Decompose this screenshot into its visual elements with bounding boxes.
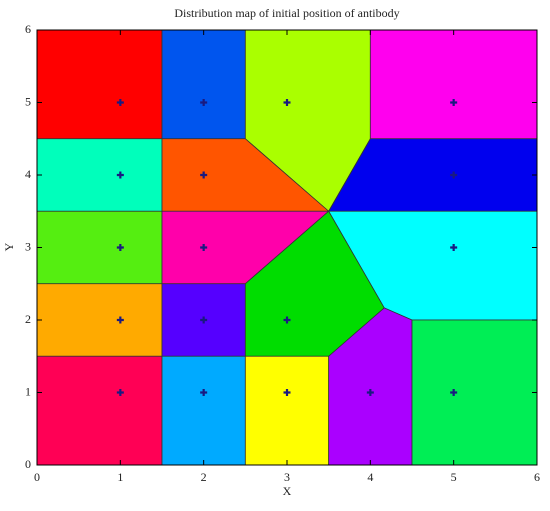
point	[450, 99, 458, 106]
x-tick-label: 3	[284, 470, 290, 484]
region	[161, 29, 246, 140]
point	[116, 99, 124, 106]
y-tick-label: 3	[25, 239, 31, 253]
region	[369, 29, 538, 140]
region	[244, 355, 330, 466]
x-tick-label: 5	[451, 470, 457, 484]
point	[283, 99, 291, 106]
region	[36, 283, 163, 357]
y-tick-label: 6	[25, 22, 31, 36]
region	[411, 319, 538, 466]
y-tick-label: 5	[25, 94, 31, 108]
y-tick-label: 2	[25, 312, 31, 326]
point	[200, 389, 208, 396]
point	[200, 244, 208, 251]
x-tick-label: 2	[201, 470, 207, 484]
point	[283, 316, 291, 324]
region	[36, 29, 163, 140]
point	[366, 389, 374, 396]
x-tick-label: 1	[117, 470, 123, 484]
region	[36, 355, 163, 466]
point	[450, 171, 458, 179]
point	[200, 316, 208, 324]
y-tick-label: 0	[25, 457, 31, 471]
chart-title: Distribution map of initial position of …	[174, 6, 399, 20]
region	[36, 210, 163, 285]
point	[116, 171, 124, 179]
x-tick-label: 0	[34, 470, 40, 484]
x-axis-label: X	[283, 484, 292, 498]
point	[283, 389, 291, 396]
y-tick-label: 1	[25, 384, 31, 398]
region	[161, 355, 246, 466]
point	[450, 244, 458, 251]
point	[200, 171, 208, 179]
x-tick-label: 4	[367, 470, 373, 484]
point	[116, 316, 124, 324]
y-tick-label: 4	[25, 167, 31, 181]
point	[116, 244, 124, 251]
y-axis-label: Y	[2, 242, 16, 251]
x-tick-label: 6	[534, 470, 540, 484]
point	[116, 389, 124, 396]
point	[450, 389, 458, 396]
point	[200, 99, 208, 106]
region	[36, 138, 163, 212]
